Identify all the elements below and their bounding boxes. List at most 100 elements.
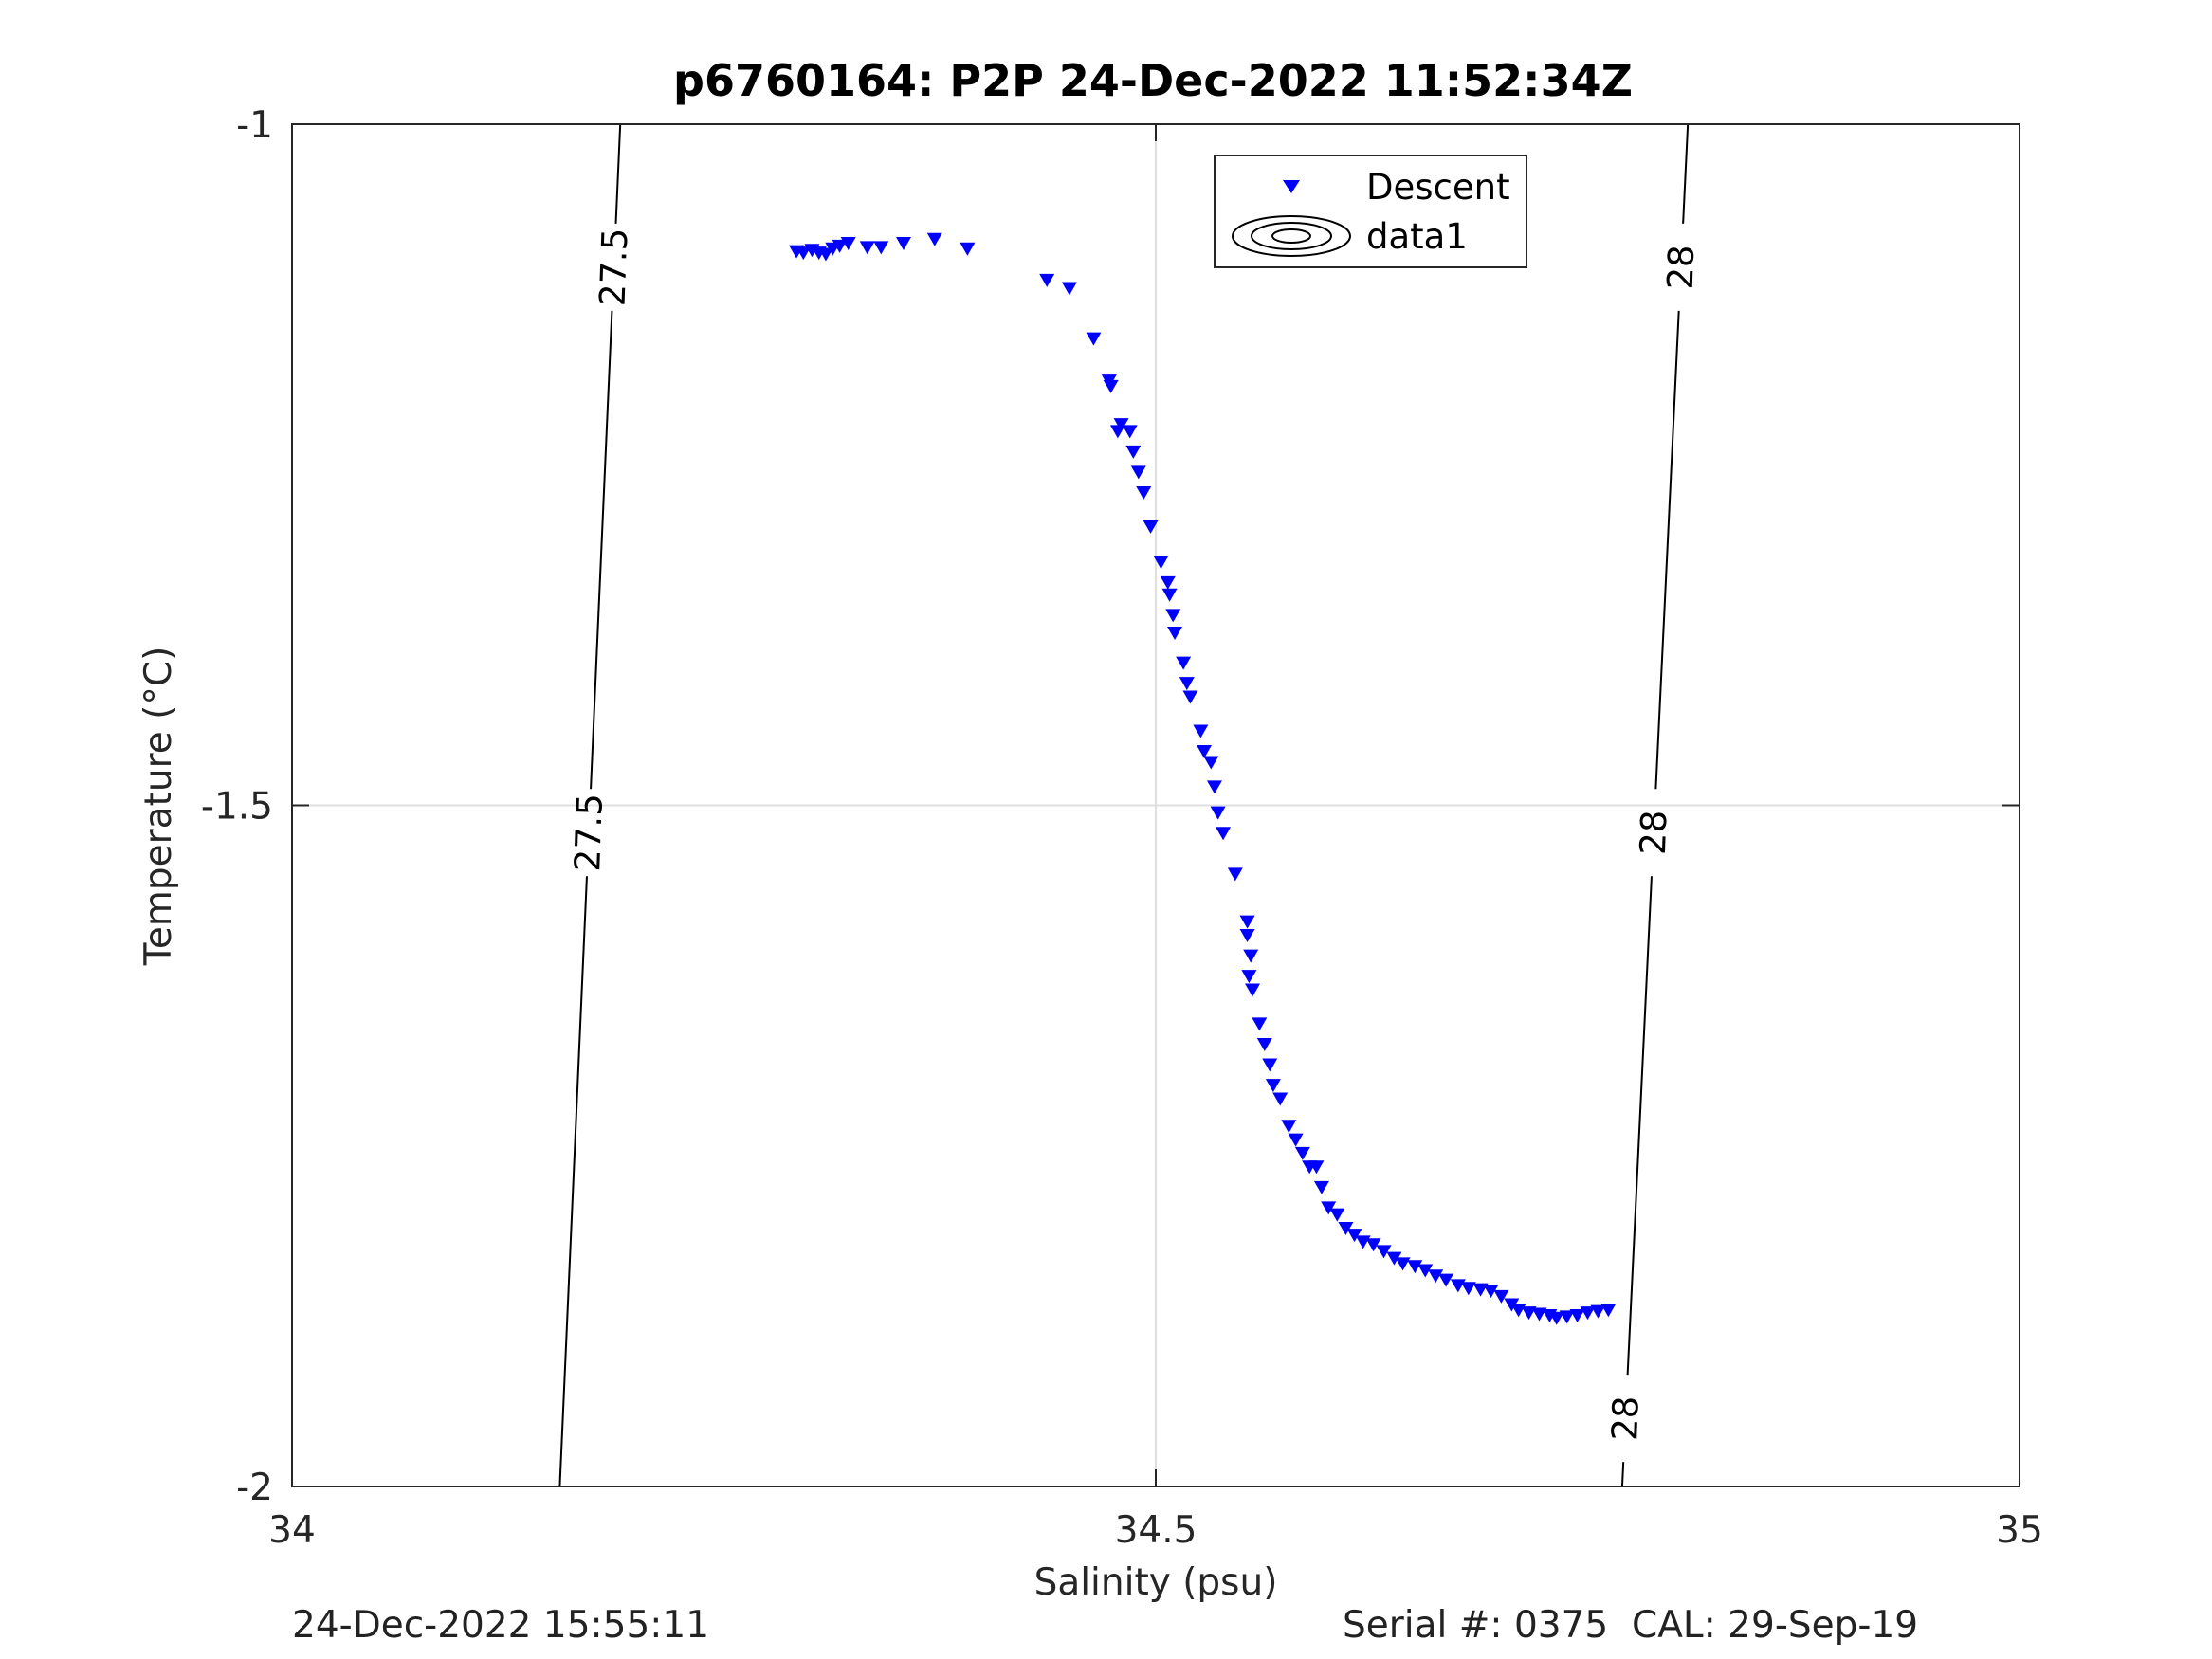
descent-point bbox=[1521, 1306, 1537, 1321]
descent-point bbox=[1590, 1304, 1606, 1319]
descent-point bbox=[1417, 1264, 1434, 1278]
descent-point bbox=[1460, 1282, 1476, 1296]
legend-box bbox=[1214, 155, 1527, 268]
descent-point bbox=[1265, 1079, 1281, 1093]
descent-point bbox=[1086, 332, 1102, 346]
descent-point bbox=[1256, 1037, 1272, 1051]
footer-timestamp: 24-Dec-2022 15:55:11 bbox=[292, 1604, 710, 1647]
legend-data1-label: data1 bbox=[1366, 216, 1468, 257]
descent-point bbox=[1313, 1180, 1329, 1194]
x-tick-label: 34 bbox=[268, 1509, 316, 1552]
descent-point bbox=[1179, 677, 1195, 691]
contour-label: 27.5 bbox=[593, 228, 636, 307]
descent-point bbox=[1206, 780, 1222, 794]
legend-descent-label: Descent bbox=[1366, 167, 1510, 208]
descent-point bbox=[1210, 806, 1226, 820]
contour-line bbox=[1654, 310, 1680, 790]
descent-point bbox=[1376, 1245, 1392, 1259]
descent-point bbox=[1472, 1283, 1489, 1297]
descent-point bbox=[1061, 282, 1077, 296]
descent-point bbox=[1428, 1269, 1444, 1284]
descent-point bbox=[1531, 1307, 1547, 1322]
descent-point bbox=[1548, 1311, 1564, 1325]
descent-point bbox=[1161, 588, 1178, 602]
x-axis: 34 34.5 35 bbox=[268, 124, 2043, 1552]
descent-point bbox=[1346, 1229, 1362, 1243]
descent-point bbox=[1321, 1201, 1337, 1215]
descent-point bbox=[1294, 1146, 1310, 1160]
descent-point bbox=[1216, 827, 1232, 841]
isopycnal-contours: 27.5 27.5 28 28 28 bbox=[558, 123, 1703, 1487]
descent-point bbox=[1504, 1298, 1520, 1312]
contour-line bbox=[1620, 1462, 1625, 1487]
descent-point bbox=[1569, 1308, 1585, 1322]
descent-point bbox=[832, 239, 848, 253]
descent-point bbox=[1386, 1251, 1402, 1266]
descent-point bbox=[895, 237, 911, 251]
descent-point bbox=[1243, 949, 1259, 963]
descent-point bbox=[1288, 1133, 1304, 1147]
descent-point bbox=[1493, 1289, 1509, 1304]
descent-point bbox=[1143, 520, 1159, 534]
descent-point bbox=[1600, 1304, 1617, 1318]
descent-point bbox=[1252, 1017, 1268, 1031]
footer-serial-cal: Serial #: 0375 CAL: 29-Sep-19 bbox=[1343, 1604, 1919, 1647]
descent-point bbox=[1365, 1238, 1381, 1252]
descent-point bbox=[1165, 609, 1181, 623]
contour-label: 28 bbox=[1633, 810, 1675, 856]
x-tick-label: 34.5 bbox=[1115, 1509, 1197, 1552]
y-tick-label: -1 bbox=[236, 104, 273, 147]
descent-point bbox=[1241, 970, 1257, 984]
descent-point bbox=[1136, 485, 1152, 500]
descent-point bbox=[1203, 756, 1219, 770]
x-axis-label: Salinity (psu) bbox=[1034, 1561, 1278, 1604]
descent-point bbox=[1239, 915, 1255, 929]
descent-point bbox=[1176, 656, 1192, 670]
descent-point bbox=[926, 232, 942, 246]
contour-label: 28 bbox=[1604, 1395, 1647, 1442]
descent-point bbox=[1122, 425, 1138, 439]
contour-line bbox=[590, 310, 613, 790]
descent-point bbox=[1407, 1260, 1423, 1274]
chart-title: p6760164: P2P 24-Dec-2022 11:52:34Z bbox=[673, 55, 1633, 106]
descent-point bbox=[1160, 575, 1176, 590]
descent-point bbox=[1039, 273, 1055, 287]
y-axis-label: Temperature (°C) bbox=[137, 647, 180, 967]
descent-point bbox=[1329, 1208, 1345, 1222]
descent-point bbox=[1197, 745, 1213, 759]
descent-point bbox=[840, 237, 856, 251]
descent-point bbox=[1239, 929, 1255, 943]
contour-label: 27.5 bbox=[567, 793, 611, 872]
contour-line bbox=[614, 123, 622, 224]
descent-point bbox=[1227, 867, 1243, 882]
descent-point bbox=[873, 241, 889, 255]
descent-point bbox=[1125, 445, 1142, 459]
y-axis: -2 -1.5 -1 bbox=[201, 104, 2020, 1509]
descent-point bbox=[1438, 1273, 1454, 1287]
descent-point bbox=[1272, 1092, 1289, 1106]
descent-point bbox=[1153, 556, 1169, 570]
y-tick-label: -1.5 bbox=[201, 786, 273, 829]
descent-point bbox=[1580, 1306, 1596, 1321]
grid-lines bbox=[292, 124, 2020, 1486]
descent-point bbox=[1130, 465, 1146, 480]
contour-line bbox=[1626, 876, 1653, 1376]
descent-point bbox=[1338, 1221, 1354, 1235]
descent-point bbox=[817, 247, 833, 262]
descent-point bbox=[1245, 983, 1261, 997]
legend: Descent data1 bbox=[1214, 155, 1527, 268]
descent-point bbox=[1103, 379, 1119, 393]
descent-point bbox=[960, 242, 976, 256]
descent-point bbox=[1483, 1285, 1499, 1299]
descent-point bbox=[1262, 1058, 1278, 1072]
descent-point bbox=[1559, 1310, 1575, 1324]
legend-descent-marker bbox=[1283, 180, 1300, 193]
descent-point bbox=[795, 246, 812, 261]
contour-label: 28 bbox=[1660, 245, 1703, 291]
descent-point bbox=[1395, 1257, 1411, 1271]
descent-point bbox=[1308, 1160, 1325, 1175]
descent-point bbox=[1167, 627, 1183, 641]
descent-point bbox=[859, 241, 875, 255]
descent-point bbox=[1193, 724, 1209, 738]
